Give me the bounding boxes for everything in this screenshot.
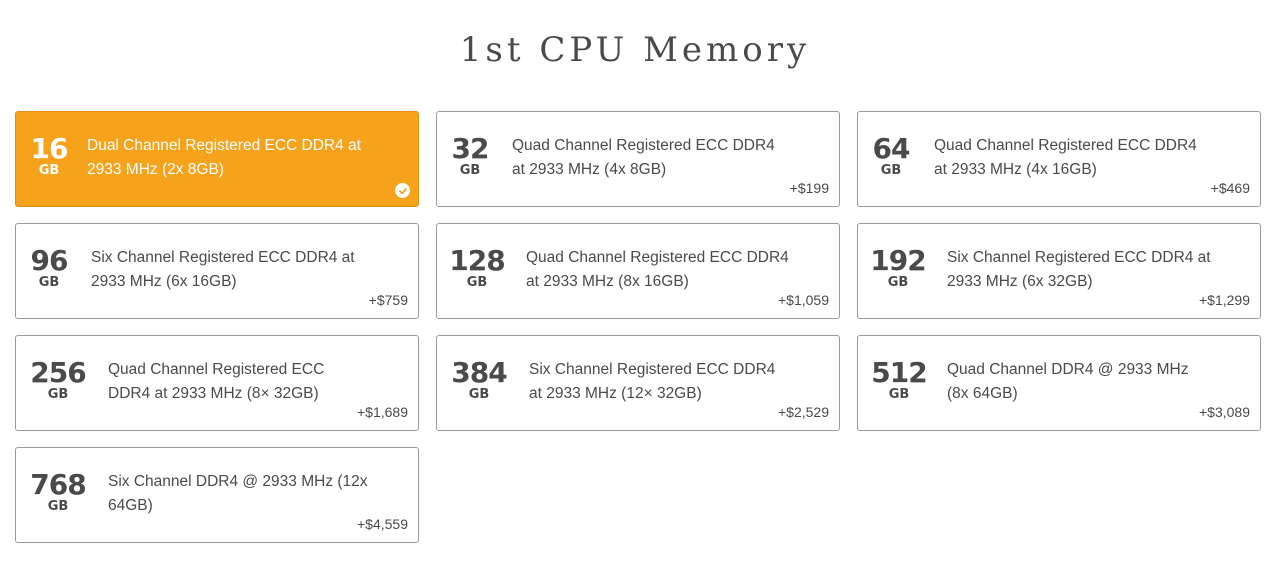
capacity-value: 256 xyxy=(30,356,86,389)
capacity-unit: GB xyxy=(47,387,69,402)
memory-option-16gb[interactable]: 16 GB Dual Channel Registered ECC DDR4 a… xyxy=(15,111,419,207)
capacity-value: 128 xyxy=(449,244,505,277)
capacity-value: 96 xyxy=(30,244,69,277)
capacity-value: 512 xyxy=(871,356,927,389)
capacity: 16 GB xyxy=(16,134,82,178)
option-price: +$759 xyxy=(368,292,408,308)
option-description: Quad Channel Registered ECC DDR4 at 2933… xyxy=(512,137,775,178)
memory-option-96gb[interactable]: 96 GB Six Channel Registered ECC DDR4 at… xyxy=(15,223,419,319)
option-description: Six Channel Registered ECC DDR4 at 2933 … xyxy=(529,361,776,402)
option-price: +$1,689 xyxy=(357,404,408,420)
capacity-value: 16 xyxy=(30,132,69,165)
capacity-unit: GB xyxy=(466,275,488,290)
capacity-value: 32 xyxy=(451,132,490,165)
capacity: 128 GB xyxy=(437,246,517,290)
capacity-value: 768 xyxy=(30,468,86,501)
option-price: +$4,559 xyxy=(357,516,408,532)
capacity-unit: GB xyxy=(459,163,481,178)
option-description: Six Channel Registered ECC DDR4 at 2933 … xyxy=(91,249,355,290)
memory-option-192gb[interactable]: 192 GB Six Channel Registered ECC DDR4 a… xyxy=(857,223,1261,319)
capacity: 512 GB xyxy=(858,358,940,402)
checkmark-icon xyxy=(395,183,410,198)
option-description: Quad Channel DDR4 @ 2933 MHz (8x 64GB) xyxy=(947,361,1189,402)
capacity: 64 GB xyxy=(858,134,924,178)
memory-options-grid: 16 GB Dual Channel Registered ECC DDR4 a… xyxy=(15,111,1261,543)
memory-option-128gb[interactable]: 128 GB Quad Channel Registered ECC DDR4 … xyxy=(436,223,840,319)
option-description: Dual Channel Registered ECC DDR4 at 2933… xyxy=(87,137,361,178)
capacity-unit: GB xyxy=(880,163,902,178)
option-description: Quad Channel Registered ECC DDR4 at 2933… xyxy=(526,249,789,290)
memory-option-32gb[interactable]: 32 GB Quad Channel Registered ECC DDR4 a… xyxy=(436,111,840,207)
capacity-unit: GB xyxy=(38,275,60,290)
option-price: +$1,299 xyxy=(1199,292,1250,308)
capacity-unit: GB xyxy=(888,387,910,402)
option-price: +$469 xyxy=(1210,180,1250,196)
capacity: 384 GB xyxy=(437,358,521,402)
capacity: 192 GB xyxy=(858,246,938,290)
capacity-value: 64 xyxy=(872,132,911,165)
option-description: Six Channel DDR4 @ 2933 MHz (12x 64GB) xyxy=(108,473,368,514)
capacity: 96 GB xyxy=(16,246,82,290)
capacity-unit: GB xyxy=(38,163,60,178)
option-description: Six Channel Registered ECC DDR4 at 2933 … xyxy=(947,249,1211,290)
capacity-unit: GB xyxy=(47,499,69,514)
capacity: 768 GB xyxy=(16,470,100,514)
memory-option-768gb[interactable]: 768 GB Six Channel DDR4 @ 2933 MHz (12x … xyxy=(15,447,419,543)
memory-option-256gb[interactable]: 256 GB Quad Channel Registered ECC DDR4 … xyxy=(15,335,419,431)
capacity: 32 GB xyxy=(437,134,503,178)
capacity-value: 192 xyxy=(870,244,926,277)
capacity: 256 GB xyxy=(16,358,100,402)
memory-option-64gb[interactable]: 64 GB Quad Channel Registered ECC DDR4 a… xyxy=(857,111,1261,207)
option-price: +$1,059 xyxy=(778,292,829,308)
memory-option-384gb[interactable]: 384 GB Six Channel Registered ECC DDR4 a… xyxy=(436,335,840,431)
option-description: Quad Channel Registered ECC DDR4 at 2933… xyxy=(934,137,1197,178)
capacity-value: 384 xyxy=(451,356,507,389)
page-title: 1st CPU Memory xyxy=(459,30,811,70)
capacity-unit: GB xyxy=(468,387,490,402)
option-price: +$199 xyxy=(789,180,829,196)
option-price: +$2,529 xyxy=(778,404,829,420)
option-description: Quad Channel Registered ECC DDR4 at 2933… xyxy=(108,361,325,402)
capacity-unit: GB xyxy=(887,275,909,290)
option-price: +$3,089 xyxy=(1199,404,1250,420)
memory-option-512gb[interactable]: 512 GB Quad Channel DDR4 @ 2933 MHz (8x … xyxy=(857,335,1261,431)
